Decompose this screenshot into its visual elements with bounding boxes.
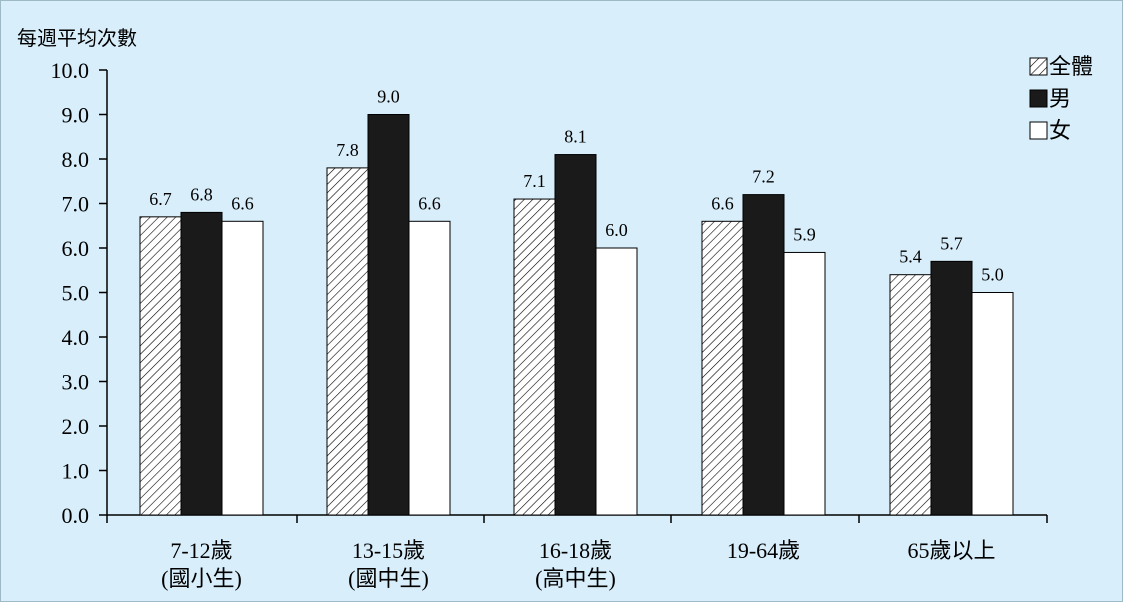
bar xyxy=(554,154,597,516)
bar xyxy=(367,114,410,516)
data-label: 7.1 xyxy=(523,171,546,191)
bar xyxy=(783,251,826,516)
data-label: 5.9 xyxy=(793,224,816,244)
y-tick-label: 4.0 xyxy=(62,325,90,350)
legend-label: 男 xyxy=(1049,87,1071,112)
y-tick-label: 2.0 xyxy=(62,414,90,439)
data-label: 7.2 xyxy=(752,167,775,187)
legend-swatch xyxy=(1029,57,1048,76)
legend-label: 全體 xyxy=(1049,55,1093,80)
data-labels-group: 6.7 7.8 7.1 6.6 5.4 6.8 9.0 8.1 7.2 5.7 6.6 6.6 6.0 5… xyxy=(149,87,1004,285)
bar xyxy=(326,167,369,516)
x-tick-label: 65歲以上 xyxy=(907,538,995,563)
bar xyxy=(742,194,785,516)
y-tick-label: 6.0 xyxy=(62,236,90,261)
legend-swatch xyxy=(1029,89,1048,108)
x-tick-label: (高中生) xyxy=(535,566,616,591)
x-tick-label: 16-18歲 xyxy=(539,538,612,563)
y-tick-label: 9.0 xyxy=(62,103,90,128)
x-tick-label: 13-15歲 xyxy=(352,538,425,563)
data-label: 8.1 xyxy=(564,127,587,147)
y-axis-title: 每週平均次數 xyxy=(17,26,137,50)
data-label: 5.7 xyxy=(940,233,963,253)
data-label: 6.6 xyxy=(711,193,734,213)
bar xyxy=(513,198,556,516)
x-tick-label: 19-64歲 xyxy=(727,538,800,563)
x-tick-label: (國中生) xyxy=(348,566,429,591)
data-label: 7.8 xyxy=(336,140,359,160)
axes: 0.0 1.0 2.0 3.0 4.0 5.0 6.0 7.0 8.0 9.0 10.0 7-12歲 (… xyxy=(51,58,1048,591)
data-label: 6.7 xyxy=(149,189,172,209)
bar xyxy=(971,292,1014,516)
data-label: 9.0 xyxy=(377,87,400,107)
bar xyxy=(139,216,182,516)
y-tick-label: 1.0 xyxy=(62,459,90,484)
bar xyxy=(595,247,638,516)
bars-group xyxy=(139,114,1014,516)
legend-swatch xyxy=(1029,121,1048,140)
bar xyxy=(180,211,223,516)
x-tick-label: (國小生) xyxy=(161,566,242,591)
bar xyxy=(221,220,264,516)
data-label: 6.6 xyxy=(418,193,441,213)
y-tick-label: 0.0 xyxy=(62,503,90,528)
y-tick-label: 5.0 xyxy=(62,281,90,306)
x-tick-label: 7-12歲 xyxy=(170,538,232,563)
bar xyxy=(408,220,451,516)
data-label: 6.8 xyxy=(190,184,213,204)
bar xyxy=(930,260,973,516)
y-tick-label: 3.0 xyxy=(62,370,90,395)
data-label: 6.0 xyxy=(605,220,628,240)
data-label: 5.0 xyxy=(981,265,1004,285)
y-tick-label: 10.0 xyxy=(51,58,90,83)
y-tick-label: 7.0 xyxy=(62,192,90,217)
data-label: 5.4 xyxy=(899,247,922,267)
y-tick-label: 8.0 xyxy=(62,147,90,172)
bar xyxy=(889,274,932,516)
data-label: 6.6 xyxy=(231,193,254,213)
legend-label: 女 xyxy=(1049,119,1071,144)
bar xyxy=(701,220,744,516)
